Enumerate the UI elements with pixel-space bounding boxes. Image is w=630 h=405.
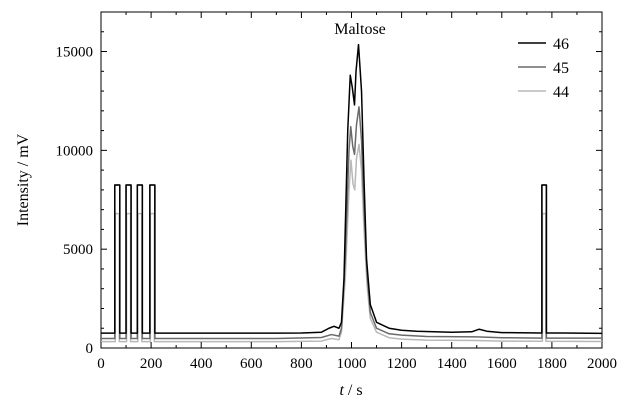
x-tick-label: 400 (190, 356, 213, 372)
series-line-46 (101, 43, 603, 335)
x-axis-label: t / s (339, 382, 362, 399)
x-tick-label: 600 (240, 356, 263, 372)
x-tick-label: 800 (290, 356, 313, 372)
legend: 46 45 44 (518, 36, 569, 101)
y-tick-label: 10000 (56, 143, 94, 159)
y-axis-label: Intensity / mV (15, 133, 32, 226)
series-line-45 (101, 106, 602, 340)
x-axis-ticks: 0 200 400 600 800 1000 1200 1400 1600 1800 2000 (97, 12, 617, 372)
legend-label-44: 44 (553, 84, 569, 101)
x-tick-label: 1800 (537, 356, 567, 372)
x-tick-label: 1200 (387, 356, 417, 372)
x-axis-label-unit: / s (344, 382, 363, 399)
x-tick-label: 1600 (487, 356, 517, 372)
series-layer (101, 43, 603, 343)
series-line-44 (101, 143, 603, 343)
y-tick-label: 5000 (63, 242, 93, 258)
x-tick-label: 2000 (587, 356, 617, 372)
legend-label-46: 46 (553, 36, 569, 53)
x-tick-label: 200 (140, 356, 163, 372)
x-axis-label-variable: t (339, 382, 344, 399)
x-tick-label: 1400 (437, 356, 467, 372)
y-tick-label: 15000 (56, 45, 94, 61)
y-tick-label: 0 (86, 341, 94, 357)
y-axis-ticks: 0 5000 10000 15000 (56, 31, 602, 357)
x-tick-label: 0 (97, 356, 105, 372)
legend-label-45: 45 (553, 60, 569, 77)
annotation-maltose: Maltose (334, 21, 386, 38)
x-tick-label: 1000 (337, 356, 367, 372)
plot-frame (100, 11, 603, 349)
